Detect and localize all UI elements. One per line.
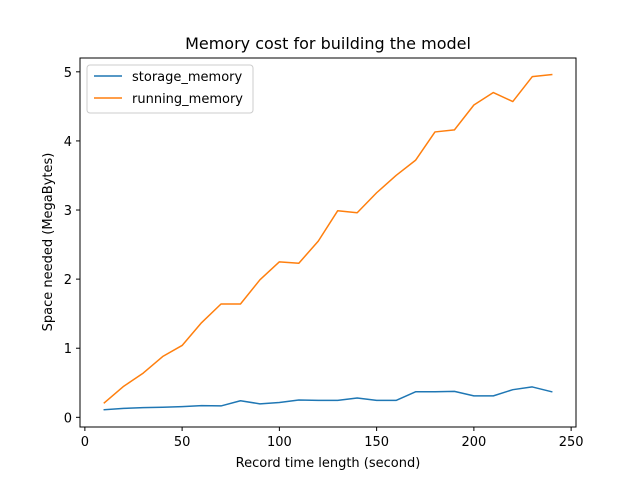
x-axis-label: Record time length (second) xyxy=(236,456,421,471)
legend-label-running-memory: running_memory xyxy=(132,92,243,107)
y-tick-label: 5 xyxy=(64,66,72,81)
x-tick-label: 150 xyxy=(364,435,389,450)
series-line-running-memory xyxy=(103,73,553,404)
x-tick-label: 100 xyxy=(267,435,292,450)
y-tick-label: 4 xyxy=(64,135,72,150)
chart-title: Memory cost for building the model xyxy=(185,34,471,53)
x-tick-label: 200 xyxy=(461,435,486,450)
x-tick-label: 0 xyxy=(81,435,89,450)
y-axis-ticks: 0 1 2 3 4 5 xyxy=(64,66,80,426)
plot-lines xyxy=(103,73,553,411)
x-tick-label: 250 xyxy=(559,435,584,450)
y-tick-label: 1 xyxy=(64,342,72,357)
legend-box xyxy=(86,64,254,114)
x-axis-ticks: 0 50 100 150 200 250 xyxy=(81,427,584,450)
legend-label-storage-memory: storage_memory xyxy=(132,70,243,85)
y-tick-label: 0 xyxy=(64,411,72,426)
x-tick-label: 50 xyxy=(174,435,191,450)
y-tick-label: 3 xyxy=(64,204,72,219)
plot-frame xyxy=(79,57,577,428)
y-tick-label: 2 xyxy=(64,273,72,288)
legend: storage_memory running_memory xyxy=(86,64,254,114)
series-line-storage-memory xyxy=(103,386,553,411)
y-axis-label: Space needed (MegaBytes) xyxy=(41,153,56,332)
